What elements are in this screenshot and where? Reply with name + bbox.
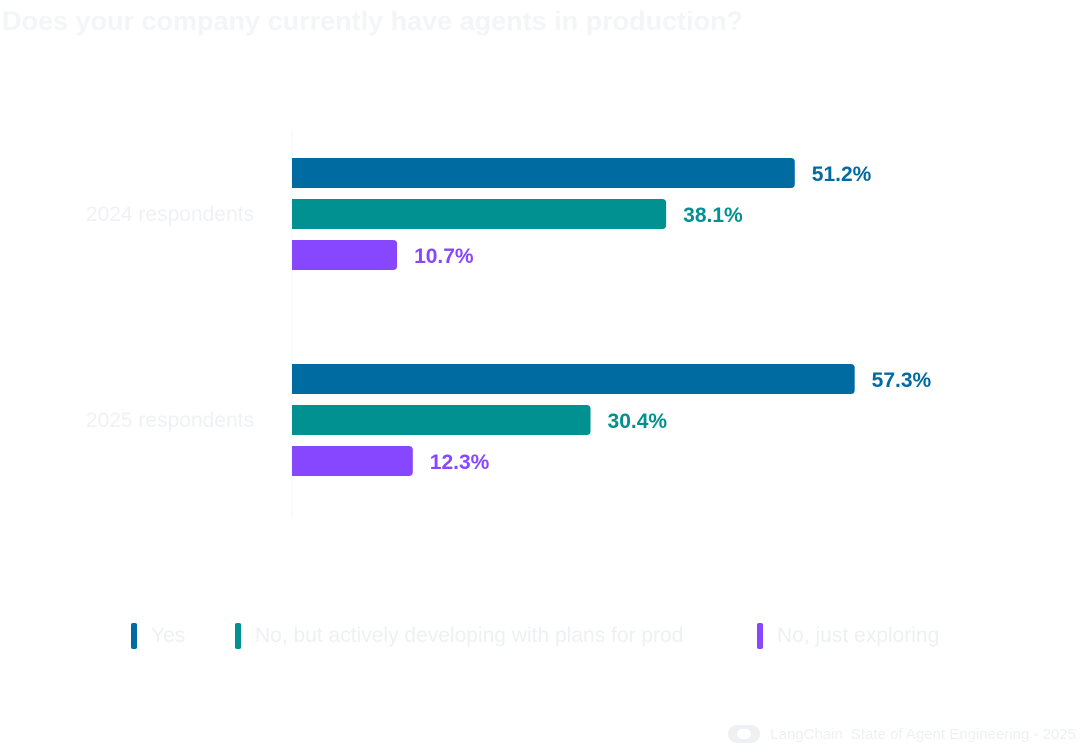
legend-swatch-yes xyxy=(131,623,137,649)
data-label: 57.3% xyxy=(872,369,932,392)
bar xyxy=(292,199,667,229)
category-label: 2024 respondents xyxy=(86,203,254,226)
legend-label-exploring: No, just exploring xyxy=(777,624,940,647)
footer: LangChain State of Agent Engineering - 2… xyxy=(728,722,1076,746)
data-label: 10.7% xyxy=(414,245,474,268)
legend-label-yes: Yes xyxy=(151,624,186,647)
bar xyxy=(292,240,398,270)
data-label: 51.2% xyxy=(812,163,872,186)
bar xyxy=(292,405,591,435)
footer-brand: LangChain xyxy=(770,725,843,743)
legend-swatch-exploring xyxy=(757,623,763,649)
data-label: 38.1% xyxy=(683,204,743,227)
legend-item-exploring: No, just exploring xyxy=(757,620,939,652)
legend-item-yes: Yes xyxy=(131,620,185,652)
data-label: 12.3% xyxy=(430,451,490,474)
footer-text: State of Agent Engineering - 2025 xyxy=(850,725,1076,743)
data-label: 30.4% xyxy=(608,410,668,433)
bar-chart: 2024 respondents 51.2% 38.1% 10.7% 2025 resp… xyxy=(85,158,932,476)
bar xyxy=(292,446,413,476)
legend: Yes No, but actively developing with pla… xyxy=(0,620,1080,652)
langchain-logo-icon xyxy=(728,725,761,743)
bar xyxy=(292,364,855,394)
legend-swatch-developing xyxy=(235,623,241,649)
category-label: 2025 respondents xyxy=(86,409,254,432)
legend-label-developing: No, but actively developing with plans f… xyxy=(255,624,684,647)
bar xyxy=(292,158,795,188)
legend-item-developing: No, but actively developing with plans f… xyxy=(235,620,683,652)
chart-title: Does your company currently have agents … xyxy=(2,6,744,36)
